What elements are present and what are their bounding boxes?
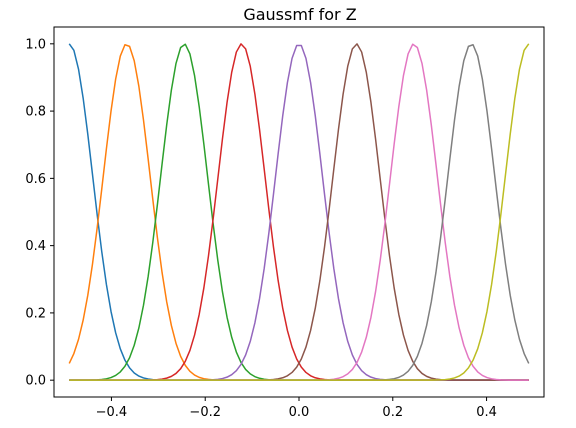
plot-frame [53, 26, 545, 398]
x-tick-label: 0.2 [382, 405, 403, 420]
y-tick-label: 0.4 [25, 239, 46, 254]
y-tick-label: 1.0 [25, 37, 46, 52]
y-tick-label: 0.2 [25, 306, 46, 321]
y-axis: 0.0 0.2 0.4 0.6 0.8 1.0 [25, 37, 54, 389]
x-tick-label: 0.0 [289, 405, 310, 420]
x-tick-label: 0.4 [476, 405, 497, 420]
x-tick-label: −0.4 [96, 405, 128, 420]
series-layer [68, 43, 530, 381]
x-tick-label: −0.2 [189, 405, 221, 420]
y-tick-label: 0.0 [25, 374, 46, 389]
y-tick-label: 0.8 [25, 105, 46, 120]
series-line-9 [69, 43, 530, 381]
y-tick-label: 0.6 [25, 172, 46, 187]
x-axis: −0.4 −0.2 0.0 0.2 0.4 [96, 397, 497, 420]
chart-title: Gaussmf for Z [243, 5, 356, 24]
